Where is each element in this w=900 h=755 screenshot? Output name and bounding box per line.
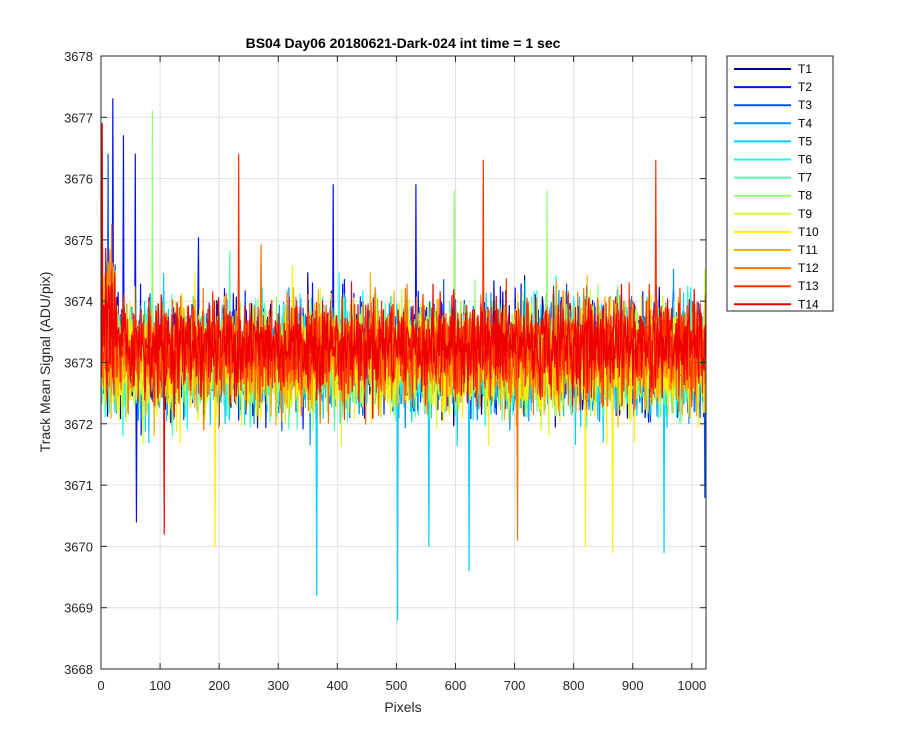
legend-label-t14: T14	[798, 297, 819, 311]
y-axis-label: Track Mean Signal (ADU/pix)	[37, 272, 53, 453]
x-tick-label: 600	[445, 678, 467, 693]
legend-label-t2: T2	[798, 80, 812, 94]
legend-label-t11: T11	[798, 243, 818, 257]
legend: T1 T2 T3 T4 T5 T6 T7 T8 T9 T10 T11 T12 T13 T14	[726, 55, 834, 312]
x-axis-label: Pixels	[384, 699, 421, 715]
legend-label-t5: T5	[798, 134, 812, 148]
y-tick-label: 3676	[64, 172, 93, 187]
x-tick-label: 1000	[677, 678, 706, 693]
series-layer	[101, 98, 706, 621]
legend-label-t8: T8	[798, 189, 812, 203]
x-tick-label: 900	[622, 678, 644, 693]
x-tick-label: 0	[97, 678, 104, 693]
legend-label-t3: T3	[798, 98, 812, 112]
legend-label-t12: T12	[798, 261, 819, 275]
y-tick-label: 3675	[64, 233, 93, 248]
y-tick-label: 3672	[64, 417, 93, 432]
chart-title: BS04 Day06 20180621-Dark-024 int time = …	[246, 35, 561, 51]
y-tick-label: 3674	[64, 294, 93, 309]
legend-label-t1: T1	[798, 62, 812, 76]
y-tick-label: 3670	[64, 539, 93, 554]
legend-label-t6: T6	[798, 153, 812, 167]
y-tick-label: 3671	[64, 478, 93, 493]
x-tick-label: 700	[504, 678, 526, 693]
legend-label-t7: T7	[798, 171, 812, 185]
y-tick-label: 3677	[64, 110, 93, 125]
x-tick-label: 400	[326, 678, 348, 693]
series-line-t14	[101, 122, 706, 535]
legend-label-t9: T9	[798, 207, 812, 221]
axis-ticks: 0 100 200 300 400 500 600 700 800 900 1000 3668 3669…	[64, 49, 706, 693]
x-tick-label: 200	[208, 678, 230, 693]
legend-label-t13: T13	[798, 279, 819, 293]
x-tick-label: 500	[386, 678, 408, 693]
x-tick-label: 800	[563, 678, 585, 693]
x-tick-label: 100	[149, 678, 171, 693]
y-tick-label: 3678	[64, 49, 93, 64]
y-tick-label: 3673	[64, 356, 93, 371]
x-tick-label: 300	[267, 678, 289, 693]
legend-label-t4: T4	[798, 116, 812, 130]
legend-label-t10: T10	[798, 225, 819, 239]
y-tick-label: 3669	[64, 601, 93, 616]
y-tick-label: 3668	[64, 662, 93, 677]
